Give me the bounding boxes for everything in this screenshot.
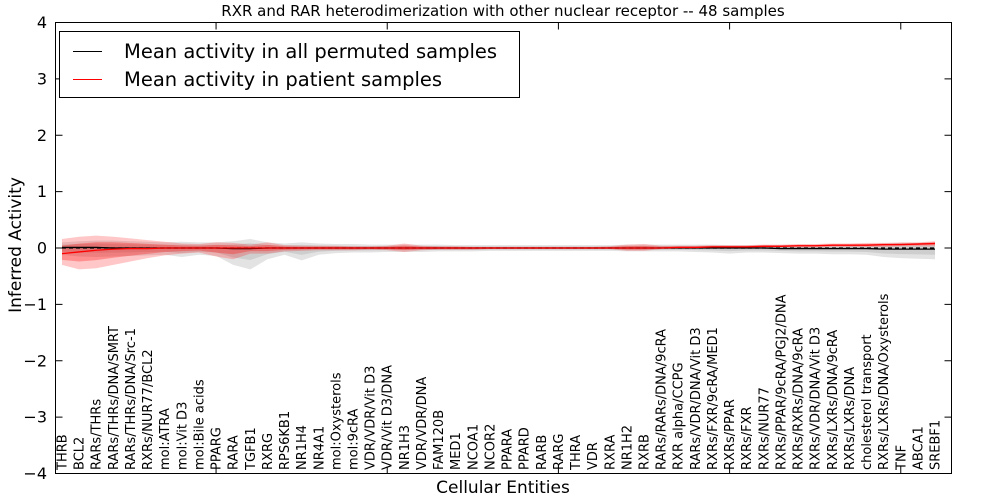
y-tick-label: 4: [37, 13, 47, 32]
x-category-label: mol:Oxysterols: [329, 372, 344, 470]
x-category-label: mol:Vit D3: [175, 402, 190, 470]
x-category-label: RPS6KB1: [278, 411, 293, 470]
x-category-label: MED1: [449, 432, 464, 470]
x-category-label: VDR: [586, 442, 601, 470]
x-category-label: mol:Bile acids: [192, 379, 207, 470]
x-category-label: PPARD: [518, 427, 533, 470]
permuted-line-sample-icon: [73, 50, 102, 52]
x-category-label: RARB: [535, 435, 550, 470]
x-category-label: TGFB1: [244, 427, 259, 471]
y-tick-label: −1: [23, 295, 47, 314]
x-category-label: PPARA: [501, 429, 516, 470]
x-category-label: NCOR2: [483, 424, 498, 470]
band-permuted-outer: [62, 238, 935, 270]
x-category-label: RARs/THRs/DNA/Src-1: [124, 328, 139, 470]
x-category-label: RXRs/NUR77: [757, 387, 772, 470]
x-category-label: RXRB: [638, 434, 653, 470]
legend-label-permuted: Mean activity in all permuted samples: [124, 39, 498, 63]
x-category-label: RXRs/PPAR: [723, 399, 738, 470]
x-category-label: VDR/VDR/DNA: [415, 377, 430, 470]
x-category-label: SREBF1: [929, 420, 944, 470]
x-category-label: PPARG: [210, 427, 225, 470]
x-category-label: RXRs/NUR77/BCL2: [141, 349, 156, 470]
x-category-label: ABCA1: [911, 426, 926, 470]
x-category-label: cholesterol transport: [860, 334, 875, 470]
y-tick-label: 2: [37, 126, 47, 145]
x-category-label: RARs/VDR/DNA/Vit D3: [689, 327, 704, 470]
patient-line-sample-icon: [73, 78, 102, 80]
y-tick-label: −3: [23, 408, 47, 427]
x-category-label: RXRA: [603, 435, 618, 470]
x-category-label: RXRs/FXR: [740, 406, 755, 470]
x-category-label: RARs/RARs/DNA/9cRA: [655, 329, 670, 470]
x-category-label: FAM120B: [432, 410, 447, 470]
x-category-label: RARs/THRs: [90, 399, 105, 470]
x-category-label: THRB: [56, 434, 71, 471]
x-category-label: NR1H2: [620, 425, 635, 470]
chart-title: RXR and RAR heterodimerization with othe…: [221, 2, 785, 20]
y-axis-label: Inferred Activity: [6, 177, 26, 313]
y-tick-label: −2: [23, 351, 47, 370]
x-category-label: VDR/Vit D3/DNA: [381, 365, 396, 470]
x-category-label: mol:9cRA: [347, 408, 362, 470]
x-category-label: RXRs/FXR/9cRA/MED1: [706, 327, 721, 470]
band-patient-outer: [62, 235, 935, 270]
x-category-label: RXRs/RXRs/DNA/9cRA: [792, 328, 807, 470]
x-category-label: NR1H4: [295, 425, 310, 470]
x-category-label: RXR alpha/CCPG: [672, 362, 687, 470]
legend: Mean activity in all permuted samples Me…: [59, 31, 520, 98]
x-category-label: VDR/VDR/Vit D3: [364, 366, 379, 470]
x-category-label: RARG: [552, 433, 567, 470]
legend-item-permuted: Mean activity in all permuted samples: [73, 37, 519, 65]
x-category-label: RXRs/LXRs/DNA: [843, 367, 858, 470]
y-tick-label: −4: [23, 464, 47, 483]
x-category-label: RXRG: [261, 433, 276, 470]
x-category-label: NCOA1: [466, 424, 481, 470]
y-tick-label: 1: [37, 182, 47, 201]
legend-item-patient: Mean activity in patient samples: [73, 65, 519, 93]
mean-line-patient: [61, 242, 936, 255]
x-category-label: TNF: [894, 445, 909, 471]
x-category-label: RXRs/PPAR/9cRA/PGJ2/DNA: [774, 294, 789, 470]
legend-label-patient: Mean activity in patient samples: [124, 67, 443, 91]
x-category-label: RARA: [227, 435, 242, 470]
x-category-label: NR1H3: [398, 425, 413, 470]
x-category-label: RXRs/LXRs/DNA/9cRA: [826, 330, 841, 470]
x-axis-label: Cellular Entities: [436, 478, 570, 498]
x-category-label: BCL2: [73, 437, 88, 470]
y-tick-label: 3: [37, 69, 47, 88]
y-tick-label: 0: [37, 239, 47, 258]
x-category-label: NR4A1: [312, 426, 327, 470]
x-category-label: mol:ATRA: [158, 408, 173, 470]
x-category-label: RXRs/LXRs/DNA/Oxysterols: [877, 293, 892, 470]
x-category-label: RARs/THRs/DNA/SMRT: [107, 326, 122, 470]
x-category-label: RXRs/VDR/DNA/Vit D3: [809, 327, 824, 470]
x-category-label: THRA: [569, 435, 584, 471]
